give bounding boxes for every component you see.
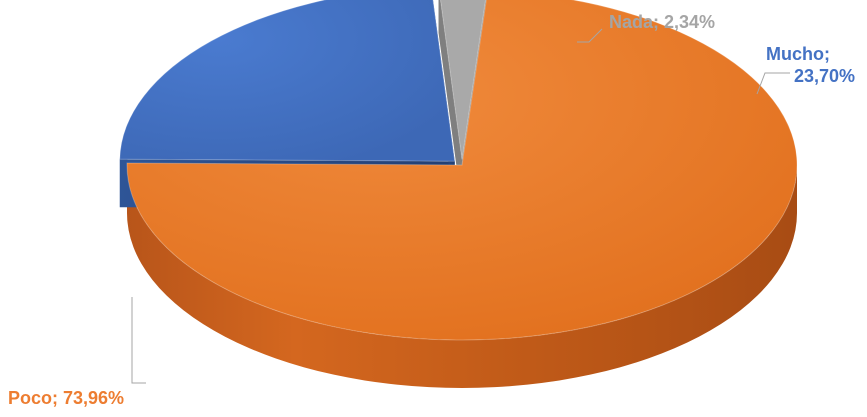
- pie-cut-face-nada: [438, 0, 463, 208]
- mucho-leader-line: [756, 72, 790, 95]
- pie-slice-nada: [440, 0, 487, 160]
- nada-leader-line: [577, 28, 603, 43]
- pie-slice-mucho: [119, 0, 456, 162]
- data-label-poco: Poco; 73,96%: [8, 388, 124, 408]
- data-label-nada: Nada; 2,34%: [609, 12, 715, 32]
- data-label-mucho-value: 23,70%: [794, 66, 855, 86]
- pie-slice-poco: [126, 0, 798, 341]
- pie-side-poco: [127, 165, 797, 388]
- data-label-mucho-name: Mucho;: [766, 44, 830, 64]
- poco-leader-line: [131, 297, 146, 384]
- pie-tops: [119, 0, 798, 341]
